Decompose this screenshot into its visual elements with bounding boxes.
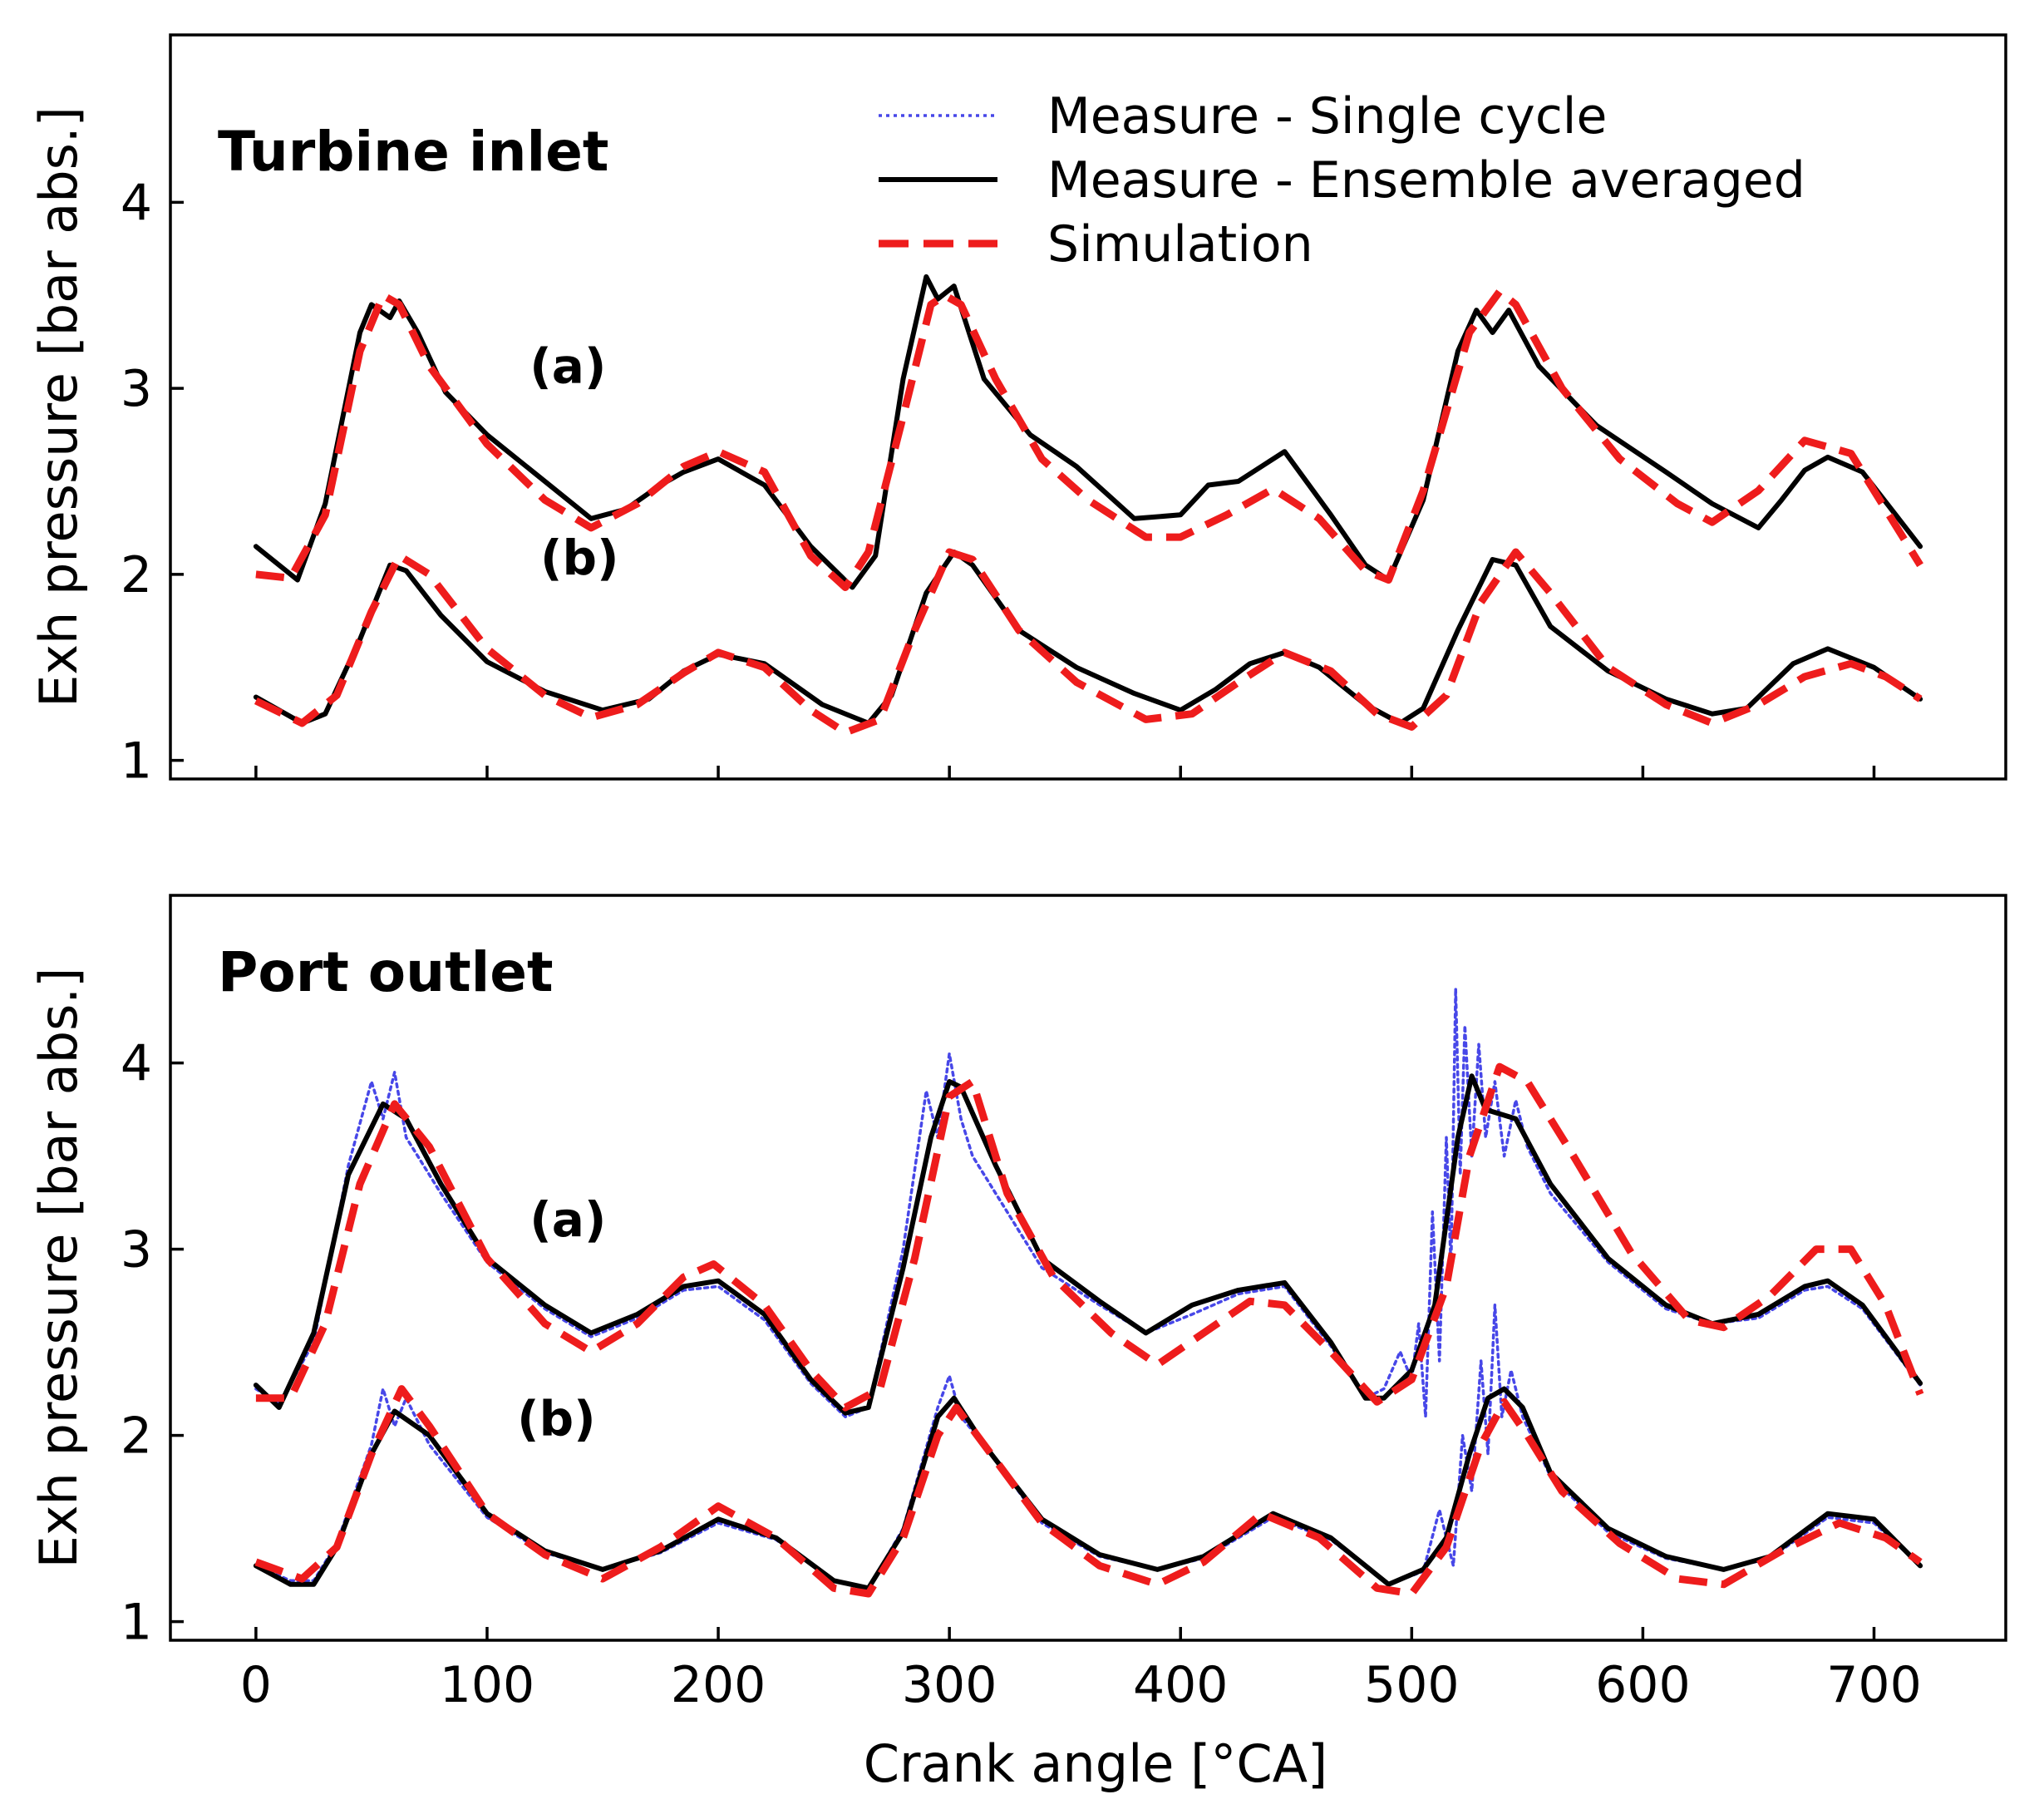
turbine-inlet-y-tick-label: 2 [121, 546, 152, 604]
legend: Measure - Single cycle Measure - Ensemble… [879, 87, 1805, 274]
turbine-inlet-y-tick-label: 3 [121, 360, 152, 418]
port-outlet-x-tick-label: 400 [1133, 1656, 1229, 1714]
turbine-inlet-annotation-a: (a) [529, 338, 606, 394]
port-outlet-series-dashed-b [254, 1385, 1923, 1598]
port-outlet-x-tick-label: 200 [671, 1656, 766, 1714]
legend-label-dotted: Measure - Single cycle [1047, 87, 1607, 145]
port-outlet-x-tick-label: 600 [1595, 1656, 1691, 1714]
x-axis-label: Crank angle [°CA] [864, 1733, 1327, 1794]
turbine-inlet-panel: 1 2 3 4 Exh pressure [bar abs.] Turbine inlet… [28, 33, 2007, 791]
turbine-inlet-y-axis-label: Exh pressure [bar abs.] [28, 106, 89, 707]
port-outlet-y-axis-label: Exh pressure [bar abs.] [28, 968, 89, 1569]
turbine-inlet-series-solid-a [253, 274, 1923, 590]
turbine-inlet-panel-title: Turbine inlet [218, 120, 608, 184]
port-outlet-x-tick-label: 0 [240, 1656, 272, 1714]
turbine-inlet-series-dashed-a [255, 288, 1923, 591]
turbine-inlet-series-solid-b [253, 550, 1923, 726]
port-outlet-x-tick-label: 300 [902, 1656, 997, 1714]
port-outlet-annotation-b: (b) [517, 1391, 596, 1447]
port-outlet-y-tick-label: 4 [121, 1035, 152, 1093]
port-outlet-y-tick-label: 3 [121, 1221, 152, 1279]
port-outlet-series-solid-a [253, 1073, 1923, 1416]
port-outlet-series-dashed-a [255, 1062, 1924, 1412]
legend-label-dashed: Simulation [1047, 215, 1313, 274]
turbine-inlet-annotation-b: (b) [540, 530, 619, 586]
port-outlet-x-tick-label: 500 [1364, 1656, 1460, 1714]
port-outlet-y-tick-label: 1 [121, 1594, 152, 1652]
port-outlet-series-solid-b [253, 1386, 1923, 1591]
port-outlet-annotation-a: (a) [529, 1191, 606, 1248]
port-outlet-panel-title: Port outlet [218, 940, 554, 1004]
port-outlet-y-tick-label: 2 [121, 1407, 152, 1466]
port-outlet-x-tick-label: 700 [1826, 1656, 1922, 1714]
port-outlet-x-tick-label: 100 [440, 1656, 535, 1714]
turbine-inlet-y-tick-label: 1 [121, 732, 152, 791]
turbine-inlet-series-dashed-b [254, 548, 1923, 737]
turbine-inlet-axes-frame [169, 33, 2007, 781]
turbine-inlet-y-tick-label: 4 [121, 174, 152, 232]
legend-label-solid: Measure - Ensemble averaged [1047, 151, 1805, 209]
port-outlet-series-dotted-a [254, 987, 1922, 1418]
port-outlet-panel: 1 2 3 4 0 100 200 300 400 500 600 700 Exh pressure [… [28, 894, 2007, 1714]
port-outlet-axes-frame [169, 894, 2007, 1642]
